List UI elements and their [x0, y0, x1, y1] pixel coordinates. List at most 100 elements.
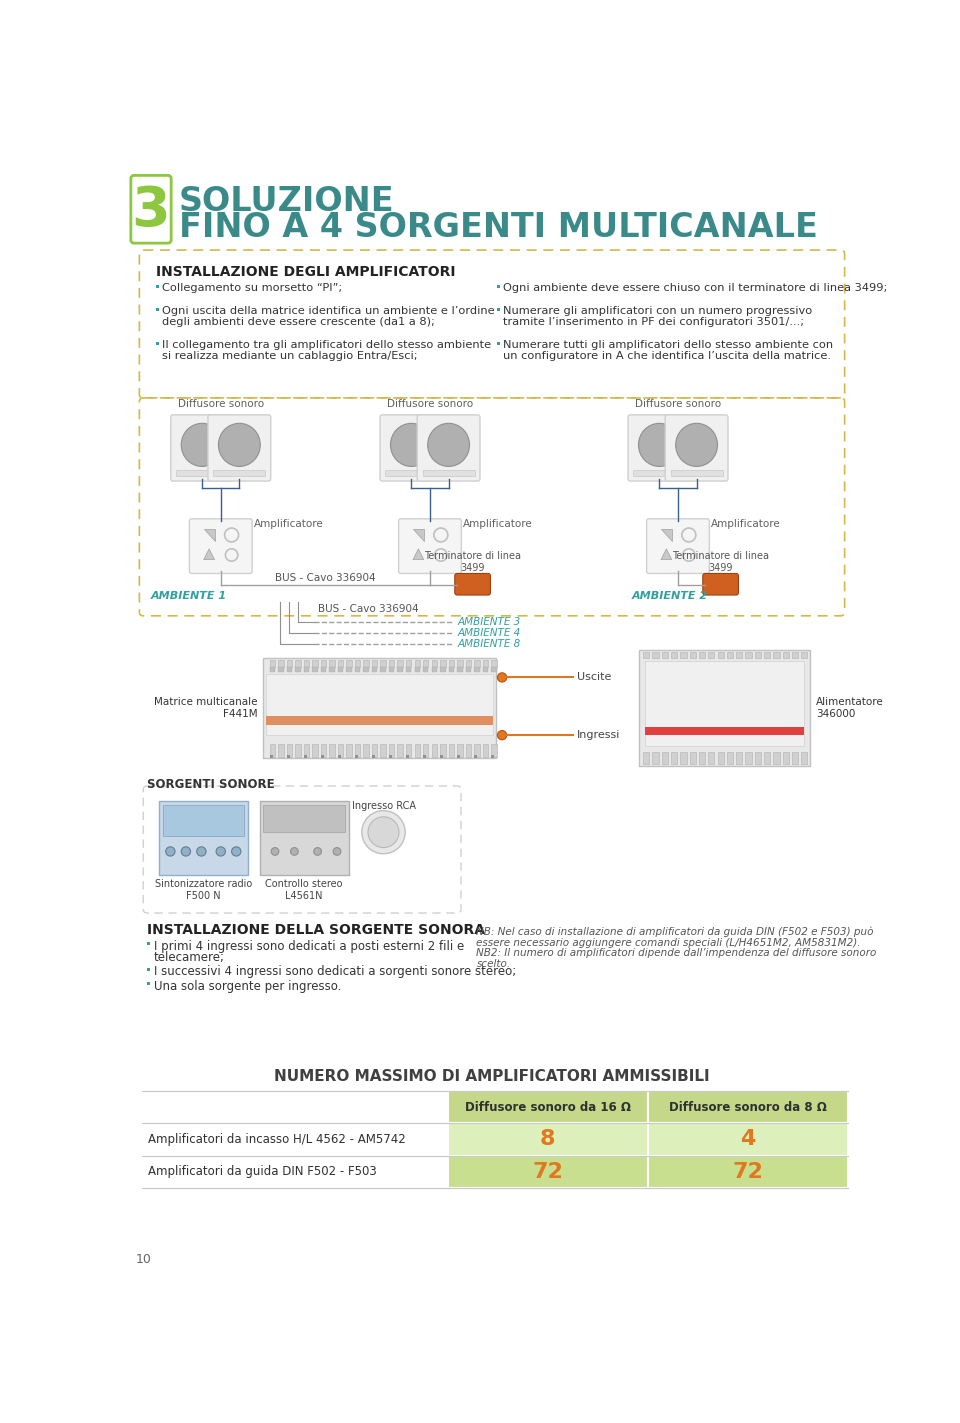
Bar: [457, 756, 460, 758]
Text: Terminatore di linea
3499: Terminatore di linea 3499: [672, 551, 769, 572]
Circle shape: [291, 848, 299, 855]
Text: 8: 8: [540, 1130, 556, 1150]
Text: Collegamento su morsetto “PI”;: Collegamento su morsetto “PI”;: [162, 283, 342, 293]
Bar: [802, 753, 807, 764]
Polygon shape: [204, 529, 214, 541]
Text: tramite l’inserimento in PF dei configuratori 3501/...;: tramite l’inserimento in PF dei configur…: [503, 317, 804, 327]
Bar: [303, 660, 309, 667]
Text: AMBIENTE 2: AMBIENTE 2: [632, 591, 708, 601]
Bar: [483, 744, 488, 757]
Ellipse shape: [676, 423, 717, 467]
Circle shape: [497, 730, 507, 740]
Bar: [303, 744, 309, 757]
Text: Diffusore sonoro: Diffusore sonoro: [635, 400, 721, 410]
FancyBboxPatch shape: [665, 416, 728, 481]
Bar: [158, 801, 248, 875]
Bar: [643, 753, 649, 764]
Bar: [329, 667, 335, 672]
Bar: [312, 744, 318, 757]
Text: INSTALLAZIONE DELLA SORGENTE SONORA: INSTALLAZIONE DELLA SORGENTE SONORA: [147, 924, 485, 938]
Bar: [263, 805, 345, 832]
Bar: [156, 307, 158, 310]
Bar: [432, 667, 437, 672]
Ellipse shape: [391, 423, 432, 467]
Bar: [329, 744, 335, 757]
Circle shape: [368, 817, 399, 848]
Text: AMBIENTE 8: AMBIENTE 8: [457, 639, 520, 649]
Text: FINO A 4 SORGENTI MULTICANALE: FINO A 4 SORGENTI MULTICANALE: [179, 211, 818, 243]
Bar: [385, 470, 438, 475]
Bar: [457, 744, 463, 757]
Polygon shape: [204, 549, 214, 559]
Bar: [397, 660, 403, 667]
Text: Numerare gli amplificatori con un numero progressivo: Numerare gli amplificatori con un numero…: [503, 306, 812, 316]
Bar: [380, 667, 386, 672]
Bar: [177, 470, 228, 475]
Text: Ogni ambiente deve essere chiuso con il terminatore di linea 3499;: Ogni ambiente deve essere chiuso con il …: [503, 283, 887, 293]
Text: essere necessario aggiungere comandi speciali (L/H4651M2, AM5831M2).: essere necessario aggiungere comandi spe…: [476, 938, 861, 948]
FancyBboxPatch shape: [208, 416, 271, 481]
Bar: [457, 660, 463, 667]
Bar: [457, 667, 463, 672]
Bar: [653, 753, 659, 764]
Bar: [432, 744, 437, 757]
Bar: [415, 660, 420, 667]
Bar: [727, 652, 733, 659]
Bar: [496, 342, 500, 344]
Bar: [338, 667, 344, 672]
Bar: [147, 968, 150, 970]
Bar: [321, 667, 326, 672]
Bar: [774, 753, 780, 764]
Bar: [415, 667, 420, 672]
Circle shape: [314, 848, 322, 855]
Text: Terminatore di linea
3499: Terminatore di linea 3499: [424, 551, 521, 572]
Ellipse shape: [181, 423, 223, 467]
Bar: [267, 673, 492, 736]
Bar: [355, 744, 360, 757]
Bar: [423, 667, 428, 672]
Bar: [270, 660, 275, 667]
Bar: [681, 753, 686, 764]
Bar: [397, 667, 403, 672]
Text: Amplificatore: Amplificatore: [253, 519, 324, 529]
Bar: [162, 805, 244, 837]
Bar: [440, 744, 445, 757]
Bar: [681, 652, 686, 659]
Bar: [448, 667, 454, 672]
Bar: [492, 660, 496, 667]
FancyBboxPatch shape: [628, 416, 691, 481]
Text: Amplificatori da guida DIN F502 - F503: Amplificatori da guida DIN F502 - F503: [148, 1165, 376, 1178]
Bar: [295, 660, 300, 667]
Ellipse shape: [427, 423, 469, 467]
Text: Amplificatori da incasso H/L 4562 - AM5742: Amplificatori da incasso H/L 4562 - AM57…: [148, 1133, 406, 1146]
Bar: [782, 652, 789, 659]
Text: AMBIENTE 1: AMBIENTE 1: [151, 591, 228, 601]
Bar: [447, 1091, 648, 1123]
Bar: [492, 756, 494, 758]
Bar: [329, 660, 335, 667]
Bar: [466, 667, 471, 672]
Text: NUMERO MASSIMO DI AMPLIFICATORI AMMISSIBILI: NUMERO MASSIMO DI AMPLIFICATORI AMMISSIB…: [275, 1069, 709, 1084]
Bar: [653, 652, 659, 659]
Bar: [447, 1155, 648, 1188]
Bar: [496, 285, 500, 287]
Bar: [708, 753, 714, 764]
Bar: [380, 660, 386, 667]
Bar: [406, 756, 409, 758]
Bar: [423, 744, 428, 757]
Text: Ogni uscita della matrice identifica un ambiente e l’ordine: Ogni uscita della matrice identifica un …: [162, 306, 494, 316]
Text: AMBIENTE 4: AMBIENTE 4: [457, 628, 520, 638]
Circle shape: [333, 848, 341, 855]
Bar: [689, 753, 696, 764]
Bar: [483, 667, 488, 672]
Bar: [717, 753, 724, 764]
Bar: [440, 660, 445, 667]
Bar: [645, 662, 804, 746]
Bar: [372, 660, 377, 667]
Bar: [422, 470, 474, 475]
Circle shape: [497, 673, 507, 682]
Bar: [355, 756, 358, 758]
Bar: [671, 652, 677, 659]
Bar: [389, 660, 395, 667]
Text: SOLUZIONE: SOLUZIONE: [179, 185, 395, 218]
